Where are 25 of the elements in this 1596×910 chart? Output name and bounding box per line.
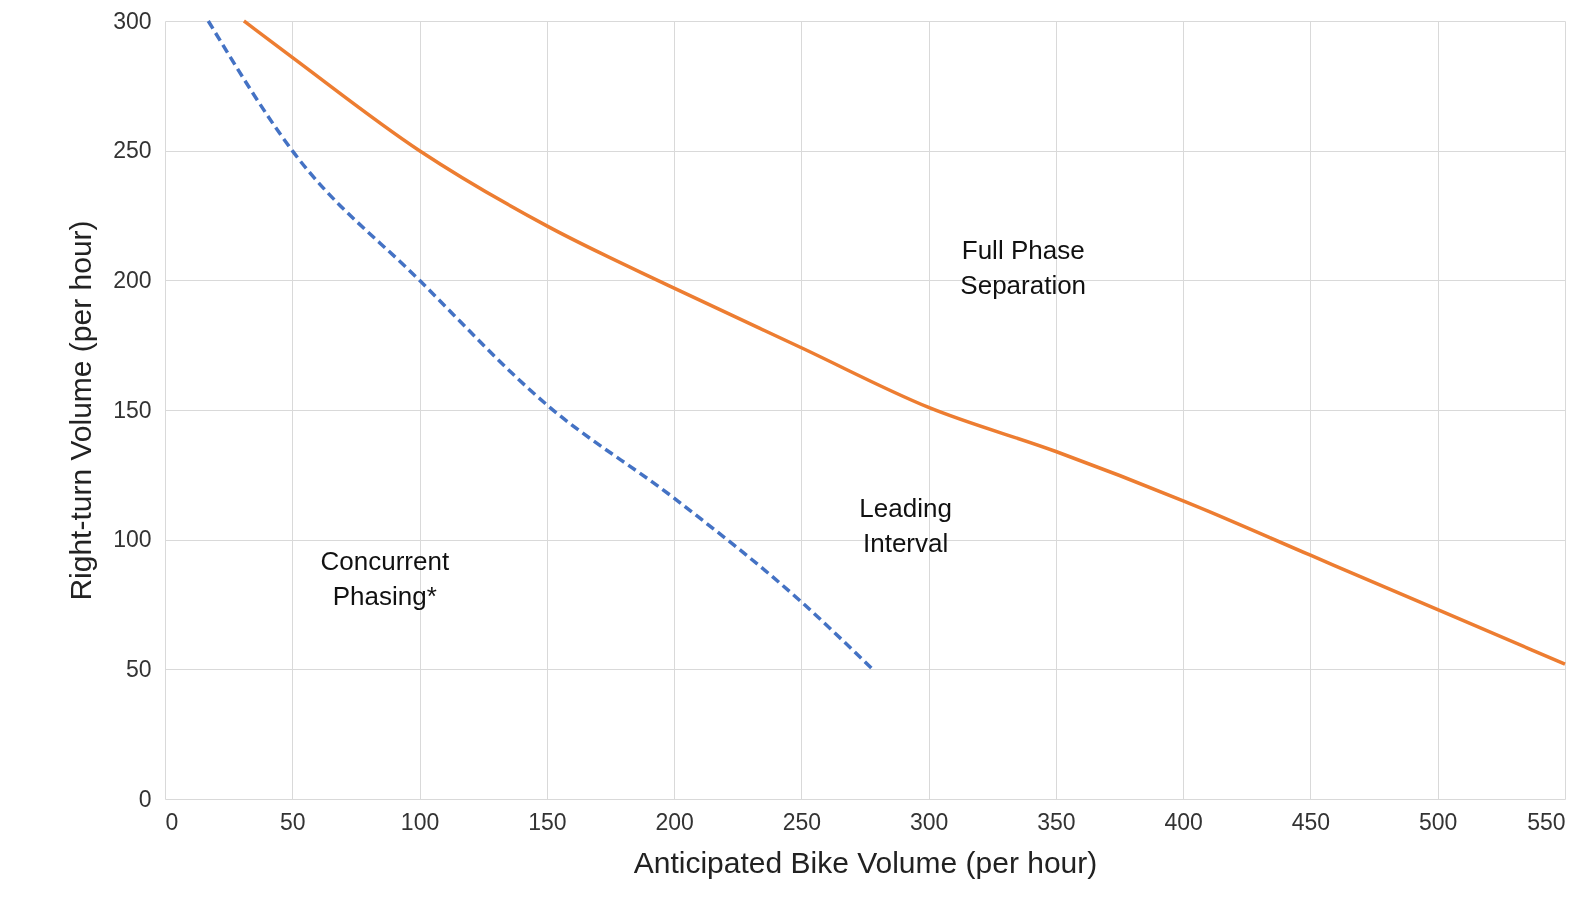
x-tick-label: 150 (528, 808, 567, 835)
x-tick-label: 400 (1164, 808, 1203, 835)
y-tick-label: 300 (113, 7, 152, 34)
line-series (242, 19, 1567, 666)
x-tick-label: 250 (782, 808, 822, 835)
annotation: Leading Interval (859, 492, 952, 558)
x-axis-title: Anticipated Bike Volume (per hour) (633, 845, 1098, 879)
annotation: Full Phase Separation (960, 234, 1087, 300)
y-tick-label: 250 (113, 137, 152, 164)
x-tick-label: 500 (1419, 808, 1458, 835)
y-tick-label: 50 (125, 655, 152, 682)
y-tick-label: 100 (113, 526, 152, 553)
annotation: Concurrent Phasing* (320, 546, 450, 612)
x-tick-label: 0 (165, 808, 179, 835)
x-tick-label: 100 (400, 808, 440, 835)
x-tick-label: 200 (655, 808, 694, 835)
y-tick-label: 150 (113, 396, 152, 423)
x-tick-label: 300 (909, 808, 949, 835)
y-tick-label: 0 (138, 785, 152, 812)
x-tick-label: 350 (1037, 808, 1076, 835)
x-tick-label: 550 (1527, 808, 1566, 835)
y-tick-label: 200 (113, 266, 152, 293)
x-tick-label: 50 (279, 808, 306, 835)
x-tick-label: 450 (1291, 808, 1331, 835)
y-axis-title: Right-turn Volume (per hour) (64, 220, 98, 601)
